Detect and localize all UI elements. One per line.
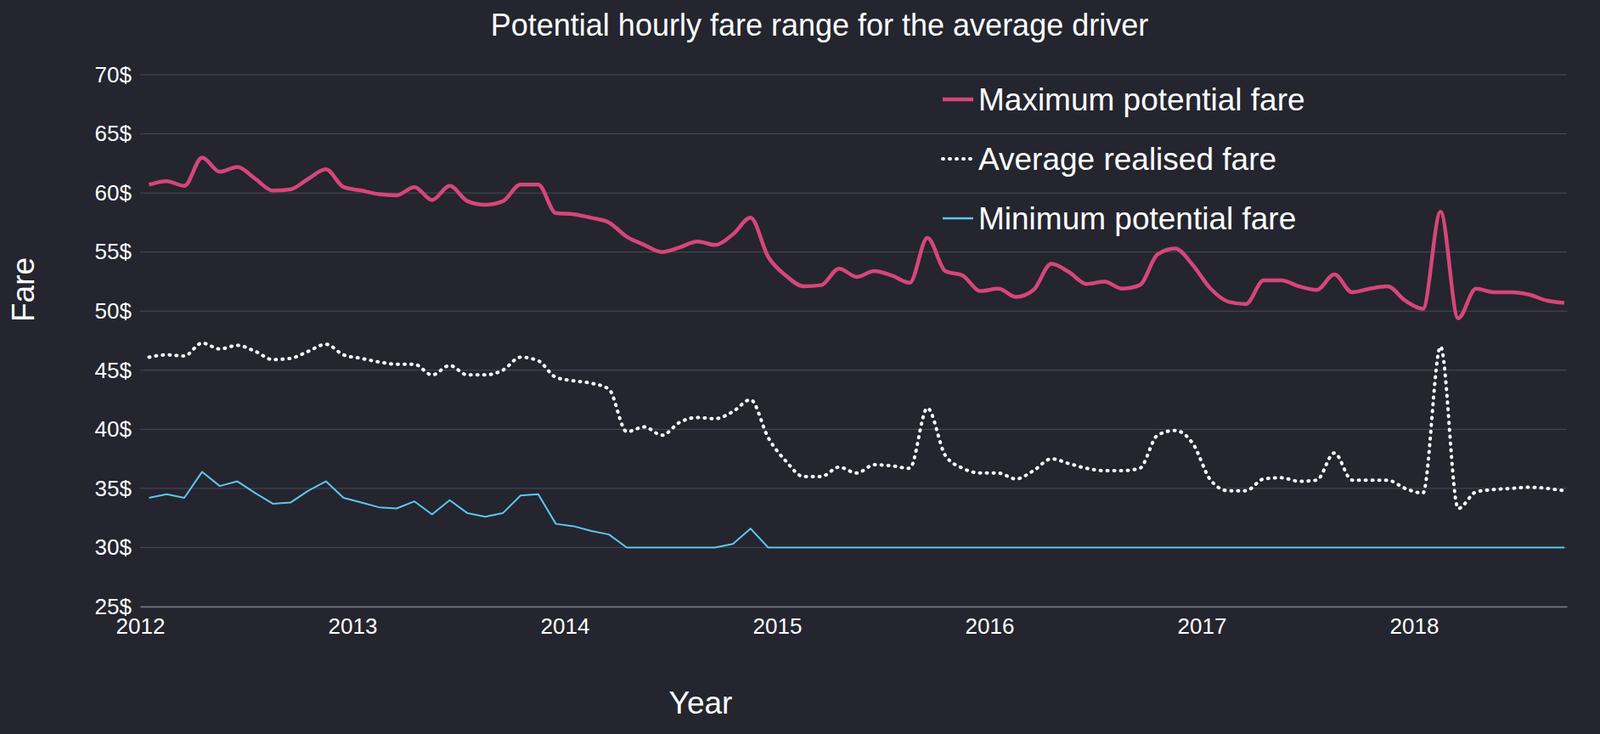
legend-entry: Maximum potential fare (942, 82, 1306, 118)
grid-line (140, 369, 1567, 371)
y-tick: 55$ (95, 238, 141, 265)
y-tick-label: 60$ (95, 180, 133, 206)
x-tick: 2013 (328, 606, 378, 639)
chart: 201220132014201520162017201825$30$35$40$… (0, 0, 1600, 734)
y-tick-label: 40$ (95, 416, 133, 442)
y-tick-label: 25$ (95, 593, 133, 620)
plot: 201220132014201520162017201825$30$35$40$… (95, 61, 1568, 640)
y-tick: 30$ (95, 534, 141, 560)
legend-label: Average realised fare (978, 141, 1277, 177)
series-line (149, 157, 1566, 318)
x-tick-label: 2013 (328, 613, 378, 639)
grid-line (140, 606, 1567, 608)
title: Potential hourly fare range for the aver… (490, 7, 1149, 43)
series-line (149, 343, 1566, 509)
y-tick-label: 55$ (95, 238, 133, 265)
legend-label: Maximum potential fare (978, 82, 1306, 118)
x-axis-line (140, 606, 1568, 609)
grid (140, 74, 1567, 607)
y-tick: 45$ (95, 357, 141, 384)
legend-entry: Average realised fare (942, 141, 1277, 177)
y-tick: 60$ (95, 180, 141, 206)
x-axis: 2012201320142015201620172018 (116, 606, 1568, 639)
y-axis: 25$ 30$ 35$ 40$ 45$ 50$ 55$ 60$ 65$ 70$ (95, 61, 141, 620)
legend-label: Minimum potential fare (978, 201, 1296, 237)
grid-line (140, 487, 1567, 489)
y-tick-label: 50$ (95, 298, 133, 324)
y-tick-label: 45$ (95, 357, 133, 384)
background (0, 0, 1600, 734)
y-tick-label: 65$ (95, 120, 133, 147)
x-tick-label: 2015 (753, 613, 803, 639)
x-tick-label: 2017 (1177, 613, 1228, 639)
legend-swatch (942, 217, 974, 220)
x-tick-label: 2018 (1390, 613, 1440, 639)
y-tick: 25$ (95, 593, 141, 620)
y-axis-title: Fare (5, 257, 41, 322)
x-tick-label: 2016 (965, 613, 1015, 639)
x-tick: 2015 (753, 606, 803, 639)
x-tick: 2016 (965, 606, 1015, 639)
y-tick-label: 70$ (95, 61, 133, 88)
y-tick-label: 35$ (95, 475, 133, 502)
grid-line (140, 428, 1567, 430)
legend-swatch (942, 157, 974, 161)
x-tick: 2017 (1177, 606, 1228, 639)
grid-line (140, 251, 1567, 253)
x-tick: 2014 (540, 606, 591, 639)
y-tick: 40$ (95, 416, 141, 442)
x-tick: 2018 (1390, 606, 1440, 639)
x-tick-label: 2014 (540, 613, 591, 639)
legend-swatch (942, 97, 974, 102)
lines (149, 157, 1566, 547)
y-tick: 50$ (95, 298, 141, 324)
y-tick: 65$ (95, 120, 141, 147)
grid-line (140, 310, 1567, 312)
grid-line (140, 74, 1567, 76)
grid-line (140, 192, 1567, 194)
series-line (149, 471, 1566, 547)
y-tick-label: 30$ (95, 534, 133, 560)
legend: Maximum potential fare Average realised f… (942, 82, 1306, 237)
y-axis-line (140, 75, 141, 608)
x-axis-title: Year (669, 685, 733, 721)
y-tick: 35$ (95, 475, 141, 502)
legend-entry: Minimum potential fare (942, 201, 1296, 237)
y-tick: 70$ (95, 61, 141, 88)
grid-line (140, 133, 1567, 135)
